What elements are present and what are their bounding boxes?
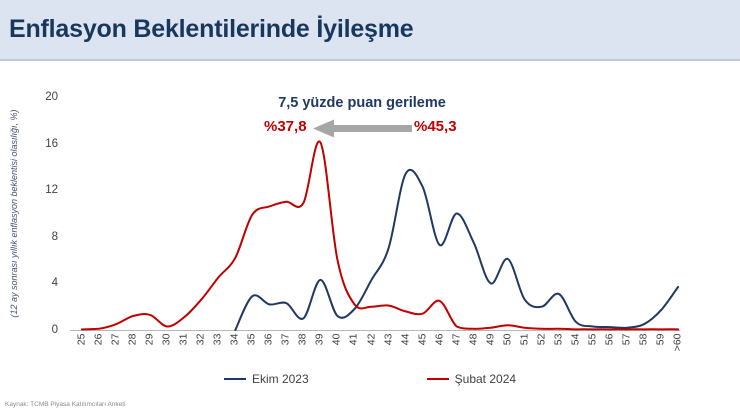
series-line-ekim-2023 [234, 168, 680, 331]
legend-item: Ekim 2023 [223, 372, 309, 386]
legend-item: Şubat 2024 [426, 372, 517, 386]
decline-arrow-head [313, 119, 334, 138]
source-note: Kaynak: TCMB Piyasa Katılımcıları Anketi [5, 401, 126, 408]
decline-arrow [332, 125, 412, 132]
legend-label: Ekim 2023 [251, 372, 309, 386]
annotation-title: 7,5 yüzde puan gerileme [278, 95, 446, 111]
legend-line-swatch [426, 377, 449, 381]
page-title: Enflasyon Beklentilerinde İyileşme [9, 15, 414, 43]
y-tick-label: 8 [51, 230, 58, 243]
y-tick-label: 12 [45, 184, 58, 197]
y-tick-label: 4 [51, 277, 58, 290]
title-band: Enflasyon Beklentilerinde İyileşme [0, 0, 740, 61]
annotation-value-subat: %37,8 [264, 118, 307, 135]
series-line-subat-2024 [81, 140, 680, 331]
y-tick-label: 20 [45, 91, 58, 103]
legend-label: Şubat 2024 [454, 372, 517, 386]
legend: Ekim 2023 Şubat 2024 [0, 372, 740, 386]
annotation-value-ekim: %45,3 [414, 118, 457, 135]
y-tick-label: 16 [45, 137, 58, 150]
y-tick-label: 0 [51, 324, 58, 336]
legend-line-swatch [223, 377, 246, 381]
